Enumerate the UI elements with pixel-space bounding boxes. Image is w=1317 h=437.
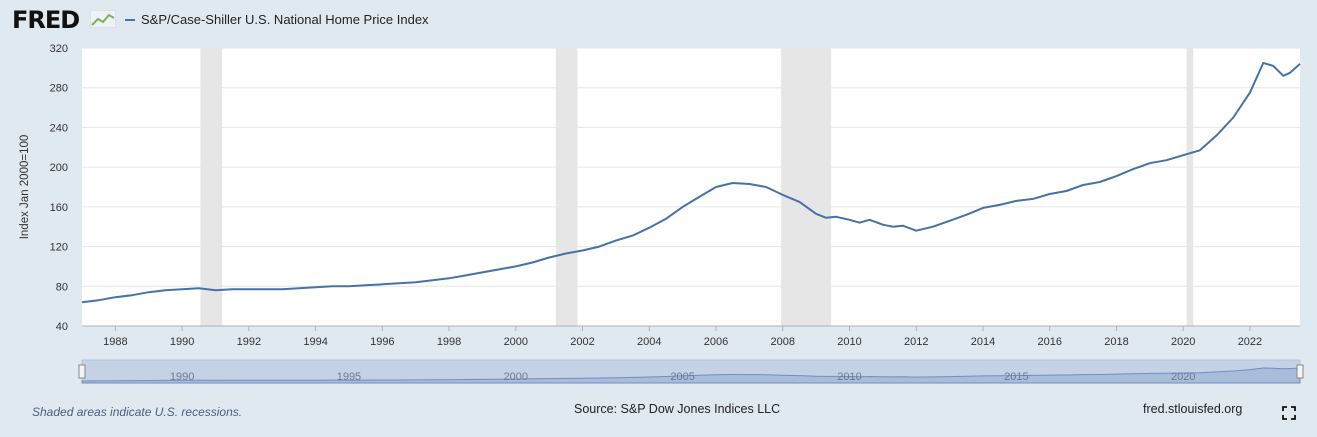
x-tick-label: 2006 xyxy=(704,336,728,348)
plot-area xyxy=(82,48,1300,326)
legend-swatch xyxy=(125,18,135,21)
y-axis-label: Index Jan 2000=100 xyxy=(19,135,31,240)
x-tick-label: 2008 xyxy=(771,336,795,348)
navigator-tick-label: 1995 xyxy=(337,371,361,383)
x-tick-label: 1998 xyxy=(437,336,461,348)
legend[interactable]: S&P/Case-Shiller U.S. National Home Pric… xyxy=(125,12,429,27)
x-tick-label: 2000 xyxy=(504,336,528,348)
recession-band xyxy=(200,48,223,326)
x-tick-label: 1990 xyxy=(170,336,194,348)
chart-logo-icon xyxy=(90,10,116,28)
navigator-series xyxy=(81,367,1301,384)
x-tick-label: 2020 xyxy=(1171,336,1195,348)
x-tick-label: 1992 xyxy=(237,336,261,348)
header: FRED S&P/Case-Shiller U.S. National Home… xyxy=(0,0,1317,40)
navigator-handle[interactable] xyxy=(78,364,86,379)
x-tick-label: 2022 xyxy=(1238,336,1262,348)
y-tick-label: 320 xyxy=(50,43,68,55)
navigator-tick-label: 1990 xyxy=(170,371,194,383)
x-tick-label: 2010 xyxy=(837,336,861,348)
navigator-tick-label: 2020 xyxy=(1171,371,1195,383)
x-tick-label: 1994 xyxy=(303,336,327,348)
y-tick-label: 120 xyxy=(50,242,68,254)
navigator-tick-label: 2010 xyxy=(837,371,861,383)
y-tick-label: 240 xyxy=(50,122,68,134)
navigator-handle[interactable] xyxy=(1296,364,1304,379)
legend-label: S&P/Case-Shiller U.S. National Home Pric… xyxy=(141,12,429,27)
fullscreen-icon[interactable] xyxy=(1282,406,1296,420)
series-line[interactable] xyxy=(81,61,1301,304)
y-tick-label: 160 xyxy=(50,202,68,214)
recession-band xyxy=(555,48,578,326)
x-tick-label: 2014 xyxy=(971,336,995,348)
x-tick-label: 1996 xyxy=(370,336,394,348)
x-tick-label: 2004 xyxy=(637,336,661,348)
source-label: Source: S&P Dow Jones Indices LLC xyxy=(574,402,781,416)
x-tick-label: 2012 xyxy=(904,336,928,348)
x-tick-label: 2018 xyxy=(1104,336,1128,348)
x-tick-label: 2016 xyxy=(1037,336,1061,348)
chart[interactable]: 40 80 120 160 200 240 280 320 1988 1990 1992 1994 19… xyxy=(0,40,1317,390)
recession-note: Shaded areas indicate U.S. recessions. xyxy=(32,405,243,419)
navigator-tick-label: 2015 xyxy=(1004,371,1028,383)
y-tick-label: 200 xyxy=(50,162,68,174)
y-tick-label: 40 xyxy=(56,321,68,333)
navigator-tick-label: 2000 xyxy=(504,371,528,383)
site-link[interactable]: fred.stlouisfed.org xyxy=(1143,402,1243,416)
fred-logo[interactable]: FRED xyxy=(12,6,80,34)
recession-band xyxy=(781,48,832,326)
navigator-tick-label: 2005 xyxy=(670,371,694,383)
x-tick-label: 2002 xyxy=(570,336,594,348)
y-tick-label: 280 xyxy=(50,83,68,95)
y-tick-label: 80 xyxy=(56,281,68,293)
x-tick-label: 1988 xyxy=(103,336,127,348)
recession-band xyxy=(1186,48,1194,326)
